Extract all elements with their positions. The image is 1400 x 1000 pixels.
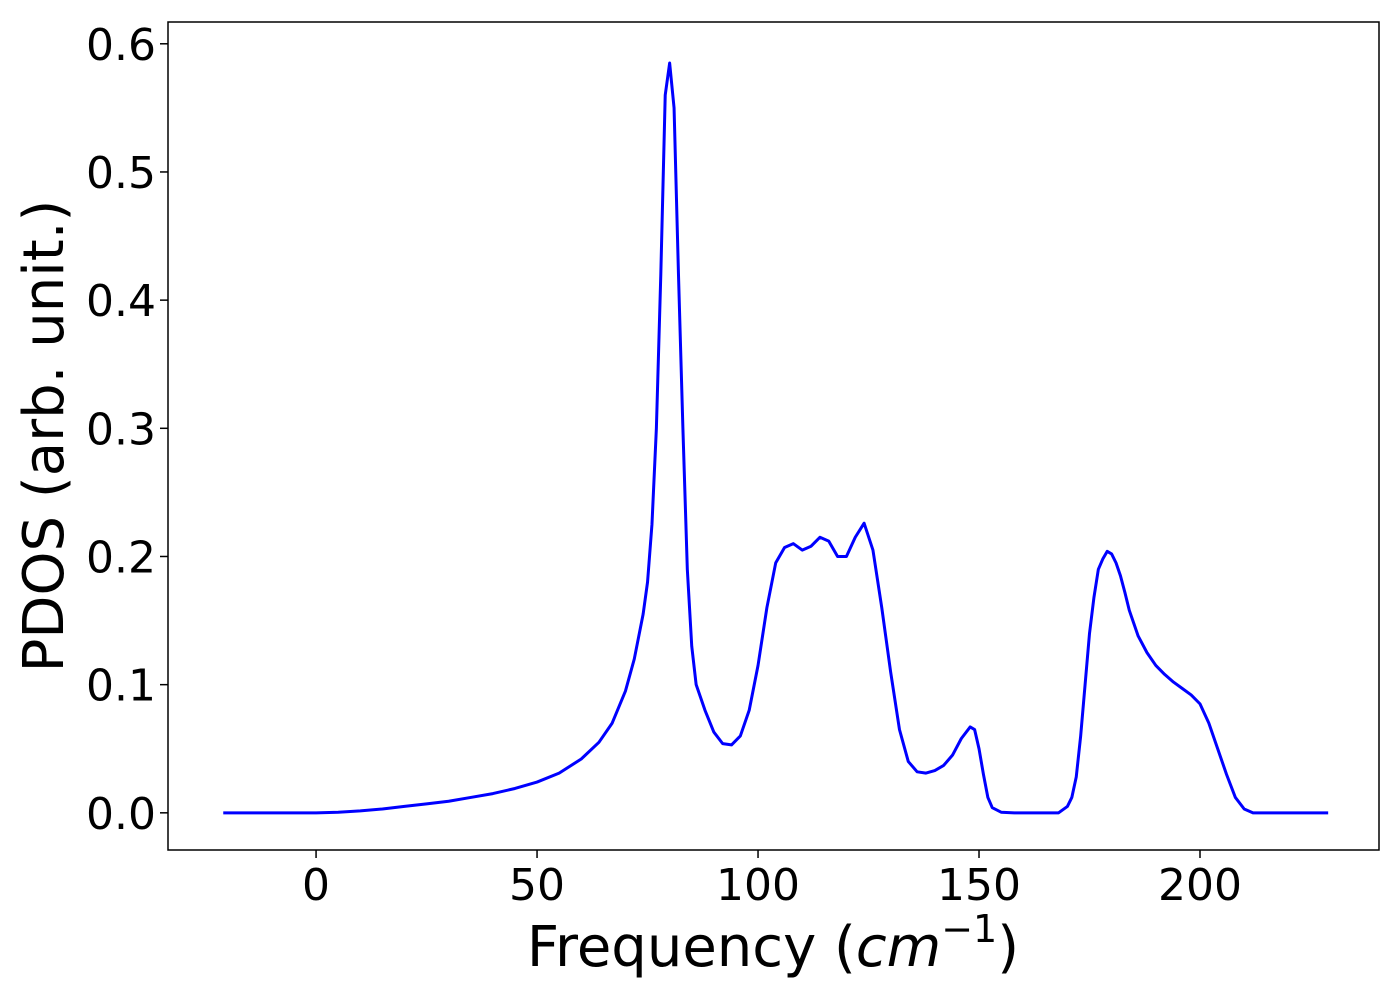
x-axis-label-unit: cm — [856, 915, 941, 980]
y-tick-label: 0.3 — [86, 404, 156, 455]
x-tick-label: 50 — [509, 860, 565, 911]
x-axis-ticks: 0 50 100 150 200 — [302, 850, 1242, 911]
x-axis-label-exponent: −1 — [941, 907, 997, 951]
y-axis-label: PDOS (arb. unit.) — [12, 200, 77, 673]
y-tick-label: 0.0 — [86, 789, 156, 840]
x-axis-label: Frequency (cm−1) — [527, 907, 1019, 980]
y-tick-label: 0.2 — [86, 532, 156, 583]
x-tick-label: 150 — [937, 860, 1021, 911]
y-tick-label: 0.6 — [86, 20, 156, 71]
plot-frame — [167, 21, 1380, 851]
x-axis-label-main: Frequency ( — [527, 915, 856, 980]
y-tick-label: 0.1 — [86, 661, 156, 712]
pdos-line — [223, 61, 1329, 815]
y-axis-ticks: 0.0 0.1 0.2 0.3 0.4 0.5 0.6 — [86, 20, 168, 840]
y-tick-label: 0.5 — [86, 148, 156, 199]
x-tick-label: 0 — [302, 860, 330, 911]
x-tick-label: 200 — [1158, 860, 1242, 911]
x-axis-label-close: ) — [997, 915, 1019, 980]
x-tick-label: 100 — [716, 860, 800, 911]
y-tick-label: 0.4 — [86, 276, 156, 327]
